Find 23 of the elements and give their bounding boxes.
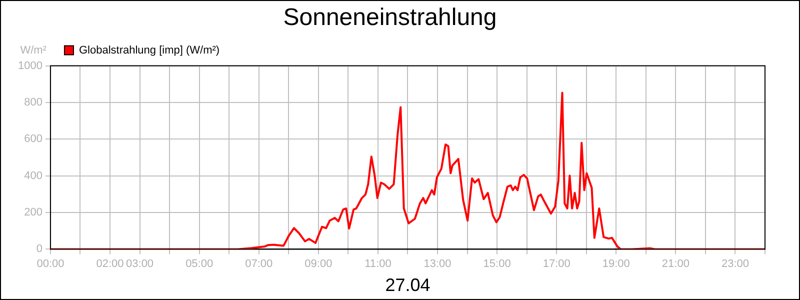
x-tick-label: 02:00 bbox=[96, 258, 124, 270]
x-tick-label: 03:00 bbox=[126, 258, 154, 270]
y-tick-label: 1000 bbox=[18, 60, 42, 72]
x-tick-label: 09:00 bbox=[304, 258, 332, 270]
x-tick-label: 19:00 bbox=[602, 258, 630, 270]
x-tick-label: 15:00 bbox=[483, 258, 511, 270]
y-tick-label: 200 bbox=[24, 206, 42, 219]
x-tick-label: 11:00 bbox=[364, 258, 392, 270]
y-tick-label: 0 bbox=[36, 243, 42, 256]
x-tick-label: 17:00 bbox=[542, 258, 570, 270]
y-tick-label: 400 bbox=[24, 170, 42, 182]
x-tick-label: 23:00 bbox=[721, 258, 749, 270]
y-tick-label: 800 bbox=[24, 96, 42, 109]
chart-title: Sonneneinstrahlung bbox=[283, 4, 497, 32]
y-axis-title: W/m² bbox=[20, 44, 47, 56]
x-tick-label: 00:00 bbox=[36, 258, 64, 270]
y-tick-label: 600 bbox=[24, 133, 42, 146]
x-tick-label: 21:00 bbox=[662, 258, 690, 270]
x-tick-label: 05:00 bbox=[186, 258, 214, 270]
x-tick-label: 13:00 bbox=[424, 258, 452, 270]
x-tick-label: 07:00 bbox=[245, 258, 273, 270]
x-axis-title: 27.04 bbox=[385, 275, 430, 296]
legend-label: Globalstrahlung [imp] (W/m²) bbox=[78, 44, 220, 56]
